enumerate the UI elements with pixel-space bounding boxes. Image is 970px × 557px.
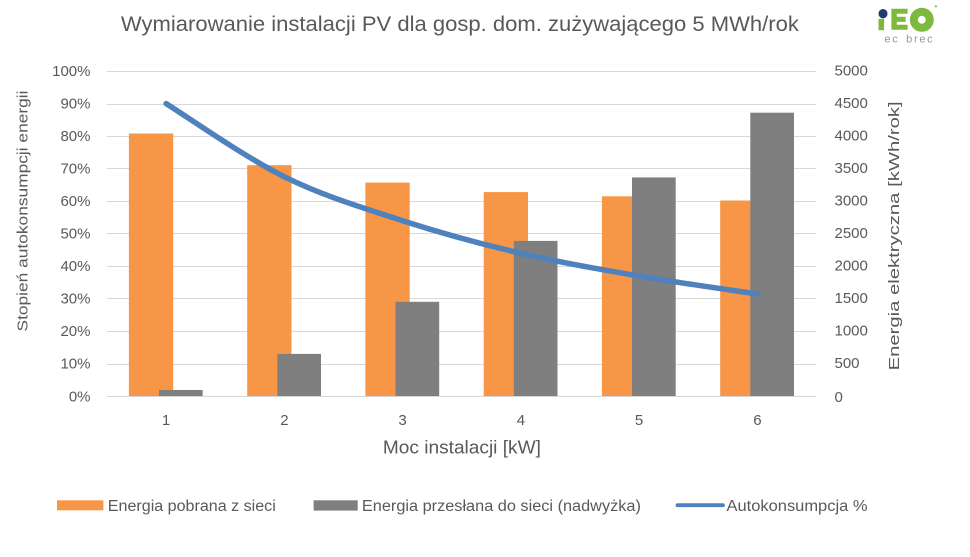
svg-text:ec brec: ec brec [884,34,934,46]
svg-text:70%: 70% [60,161,90,178]
svg-text:Moc instalacji [kW]: Moc instalacji [kW] [383,438,541,458]
svg-text:1500: 1500 [835,290,868,307]
svg-text:4500: 4500 [835,95,868,112]
svg-text:Stopień autokonsumpcji energii: Stopień autokonsumpcji energii [15,91,32,332]
svg-text:4000: 4000 [835,128,868,145]
svg-text:40%: 40% [60,258,90,275]
svg-text:500: 500 [835,355,860,372]
svg-text:2000: 2000 [835,258,868,275]
svg-text:2: 2 [280,412,288,429]
svg-text:10%: 10% [60,356,90,373]
svg-text:2500: 2500 [835,225,868,242]
svg-text:0: 0 [835,389,843,406]
svg-text:Energia elektryczna [kWh/rok]: Energia elektryczna [kWh/rok] [886,101,903,370]
svg-text:Energia pobrana z sieci: Energia pobrana z sieci [108,498,276,515]
svg-text:60%: 60% [60,193,90,210]
svg-text:5: 5 [635,412,643,429]
svg-text:20%: 20% [60,323,90,340]
svg-text:50%: 50% [60,226,90,243]
svg-text:4: 4 [517,412,525,429]
svg-text:3000: 3000 [835,193,868,210]
svg-text:100%: 100% [52,63,90,80]
svg-text:1: 1 [162,412,170,429]
svg-text:80%: 80% [60,128,90,145]
svg-text:0%: 0% [69,389,91,406]
svg-text:Wymiarowanie instalacji PV dla: Wymiarowanie instalacji PV dla gosp. dom… [121,12,799,36]
svg-text:6: 6 [753,412,761,429]
svg-text:30%: 30% [60,291,90,308]
svg-text:5000: 5000 [835,63,868,80]
svg-text:Energia przesłana do sieci (na: Energia przesłana do sieci (nadwyżka) [362,498,641,515]
svg-text:1000: 1000 [835,323,868,340]
svg-text:3500: 3500 [835,160,868,177]
svg-text:90%: 90% [60,96,90,113]
svg-text:Autokonsumpcja %: Autokonsumpcja % [727,498,868,515]
svg-text:3: 3 [398,412,406,429]
